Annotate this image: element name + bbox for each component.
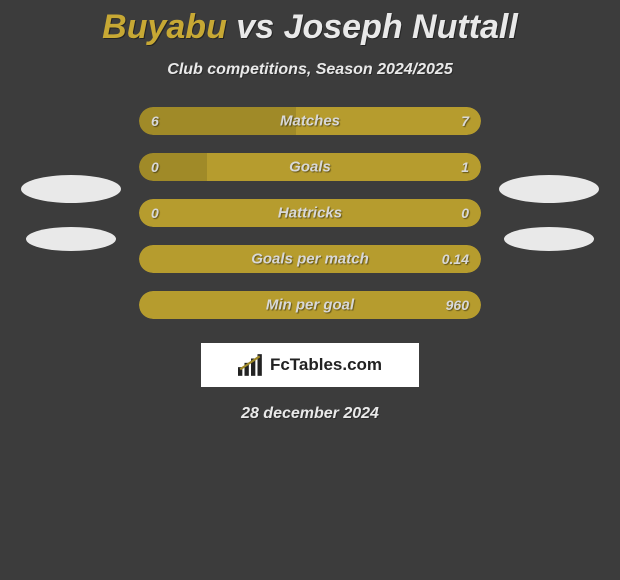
source-badge[interactable]: FcTables.com [201, 343, 419, 387]
stat-bars: Matches 6 7 Goals 0 1 Hattricks 0 0 Goals per mat… [139, 107, 481, 319]
player1-team-placeholder [26, 227, 116, 251]
stat-value-left: 0 [151, 205, 159, 221]
stat-value-left: 0 [151, 159, 159, 175]
stat-bar: Matches 6 7 [139, 107, 481, 135]
player2-avatar-placeholder [499, 175, 599, 203]
vs-text: vs [236, 8, 274, 46]
right-avatar-col [499, 175, 599, 251]
date-text: 28 december 2024 [0, 405, 620, 423]
comparison-grid: Matches 6 7 Goals 0 1 Hattricks 0 0 Goals per mat… [0, 107, 620, 319]
stat-value-right: 0 [461, 205, 469, 221]
stat-value-left: 6 [151, 113, 159, 129]
stat-value-right: 1 [461, 159, 469, 175]
stat-bar: Goals 0 1 [139, 153, 481, 181]
player1-avatar-placeholder [21, 175, 121, 203]
stat-label: Hattricks [278, 205, 342, 222]
stat-value-right: 7 [461, 113, 469, 129]
player2-name: Joseph Nuttall [284, 8, 518, 46]
player2-team-placeholder [504, 227, 594, 251]
stat-bar: Min per goal 960 [139, 291, 481, 319]
player1-name: Buyabu [102, 8, 227, 46]
stat-label: Goals [289, 159, 331, 176]
left-avatar-col [21, 175, 121, 251]
chart-icon [238, 354, 264, 376]
stat-label: Goals per match [251, 251, 369, 268]
subtitle: Club competitions, Season 2024/2025 [0, 61, 620, 79]
stat-value-right: 960 [446, 297, 469, 313]
page-title: Buyabu vs Joseph Nuttall [0, 0, 620, 47]
stat-label: Min per goal [266, 297, 354, 314]
badge-text: FcTables.com [270, 355, 382, 375]
stat-bar: Hattricks 0 0 [139, 199, 481, 227]
stat-value-right: 0.14 [442, 251, 469, 267]
stat-label: Matches [280, 113, 340, 130]
stat-bar: Goals per match 0.14 [139, 245, 481, 273]
